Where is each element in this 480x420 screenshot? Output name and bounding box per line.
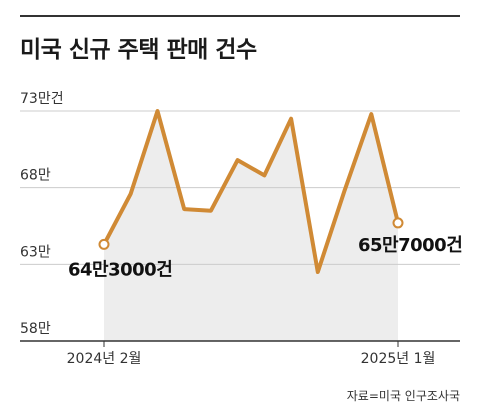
- top-rule: [20, 15, 460, 17]
- y-tick-label: 63만: [20, 244, 51, 260]
- x-tick-label: 2024년 2월: [67, 351, 142, 367]
- x-tick-label: 2025년 1월: [361, 351, 436, 367]
- y-tick-label: 68만: [20, 168, 51, 184]
- y-tick-label: 73만건: [20, 91, 64, 107]
- series-line: [102, 109, 400, 274]
- data-label: 64만3000건: [68, 259, 172, 280]
- area-fill: [104, 111, 398, 341]
- data-point-marker: [392, 217, 404, 229]
- y-tick-label: 58만: [20, 321, 51, 337]
- data-point-marker: [98, 238, 110, 250]
- data-label: 65만7000건: [358, 235, 462, 256]
- source-note: 자료=미국 인구조사국: [346, 389, 460, 403]
- chart-title: 미국 신규 주택 판매 건수: [20, 37, 257, 63]
